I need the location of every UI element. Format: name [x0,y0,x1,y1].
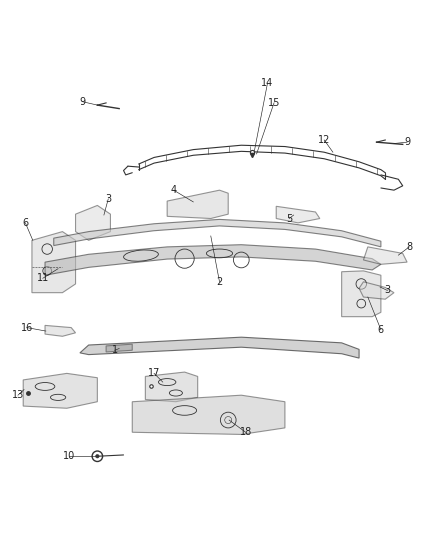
Polygon shape [32,232,75,293]
Polygon shape [358,282,393,299]
Text: 6: 6 [22,218,28,228]
Polygon shape [341,271,380,317]
Text: 9: 9 [79,96,85,107]
Text: 8: 8 [405,242,411,252]
Text: 3: 3 [384,286,390,295]
Text: 6: 6 [377,325,383,335]
Text: 14: 14 [261,78,273,88]
Polygon shape [45,325,75,336]
Polygon shape [276,206,319,223]
Polygon shape [106,344,132,352]
Polygon shape [145,372,197,402]
Text: 2: 2 [216,277,222,287]
Text: 17: 17 [148,368,160,378]
Polygon shape [132,395,284,434]
Text: 5: 5 [286,214,292,223]
Polygon shape [53,220,380,247]
Text: 9: 9 [403,137,409,147]
Text: 10: 10 [63,451,75,461]
Text: 12: 12 [317,135,330,145]
Text: 4: 4 [170,185,177,195]
Polygon shape [45,245,380,275]
Polygon shape [75,205,110,240]
Polygon shape [363,247,406,264]
Text: 13: 13 [12,390,24,400]
Text: 18: 18 [239,427,251,437]
Text: 1: 1 [112,345,117,356]
Text: 15: 15 [267,98,279,108]
Polygon shape [23,374,97,408]
Circle shape [95,455,99,458]
Polygon shape [167,190,228,219]
Text: 11: 11 [37,273,49,283]
Polygon shape [80,337,358,358]
Text: 3: 3 [105,194,111,204]
Text: 16: 16 [21,322,33,333]
